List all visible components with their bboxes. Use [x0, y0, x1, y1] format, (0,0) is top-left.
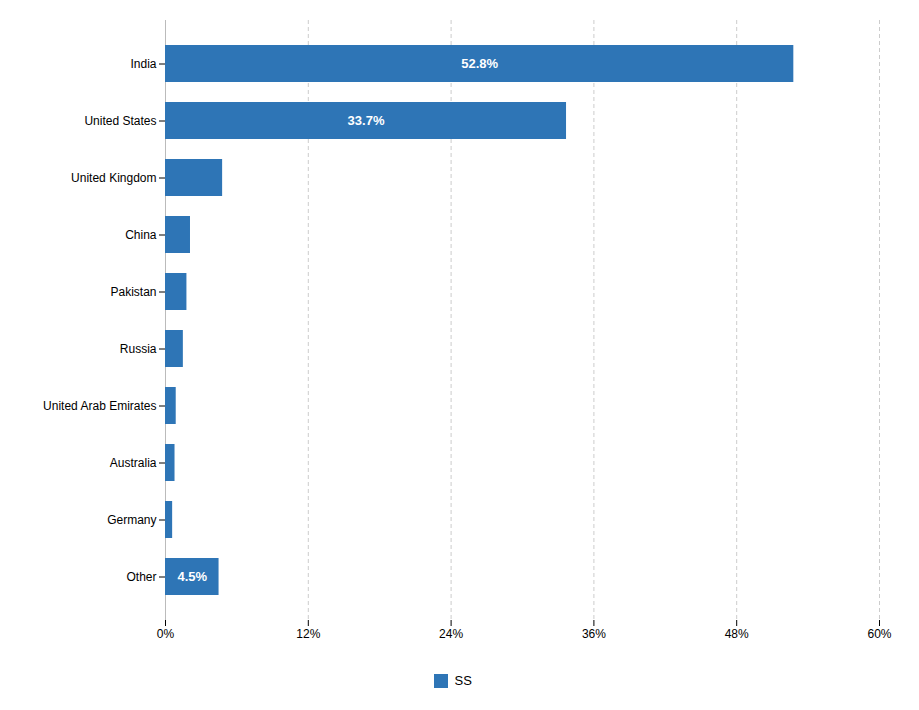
svg-text:36%: 36% [582, 627, 606, 641]
svg-text:Other: Other [126, 570, 156, 584]
svg-text:India: India [130, 57, 156, 71]
svg-text:33.7%: 33.7% [348, 113, 385, 128]
svg-text:52.8%: 52.8% [461, 56, 498, 71]
svg-text:24%: 24% [439, 627, 463, 641]
svg-text:United States: United States [84, 114, 156, 128]
svg-text:Russia: Russia [120, 342, 157, 356]
svg-text:0%: 0% [157, 627, 175, 641]
html-text:SS: SS [454, 673, 472, 688]
svg-text:China: China [125, 228, 157, 242]
svg-text:48%: 48% [725, 627, 749, 641]
svg-text:60%: 60% [867, 627, 891, 641]
svg-text:4.5%: 4.5% [177, 569, 207, 584]
svg-text:Australia: Australia [110, 456, 157, 470]
svg-text:Germany: Germany [107, 513, 156, 527]
svg-text:Pakistan: Pakistan [110, 285, 156, 299]
svg-text:United Kingdom: United Kingdom [71, 171, 156, 185]
svg-text:12%: 12% [296, 627, 320, 641]
svg-text:United Arab Emirates: United Arab Emirates [43, 399, 156, 413]
